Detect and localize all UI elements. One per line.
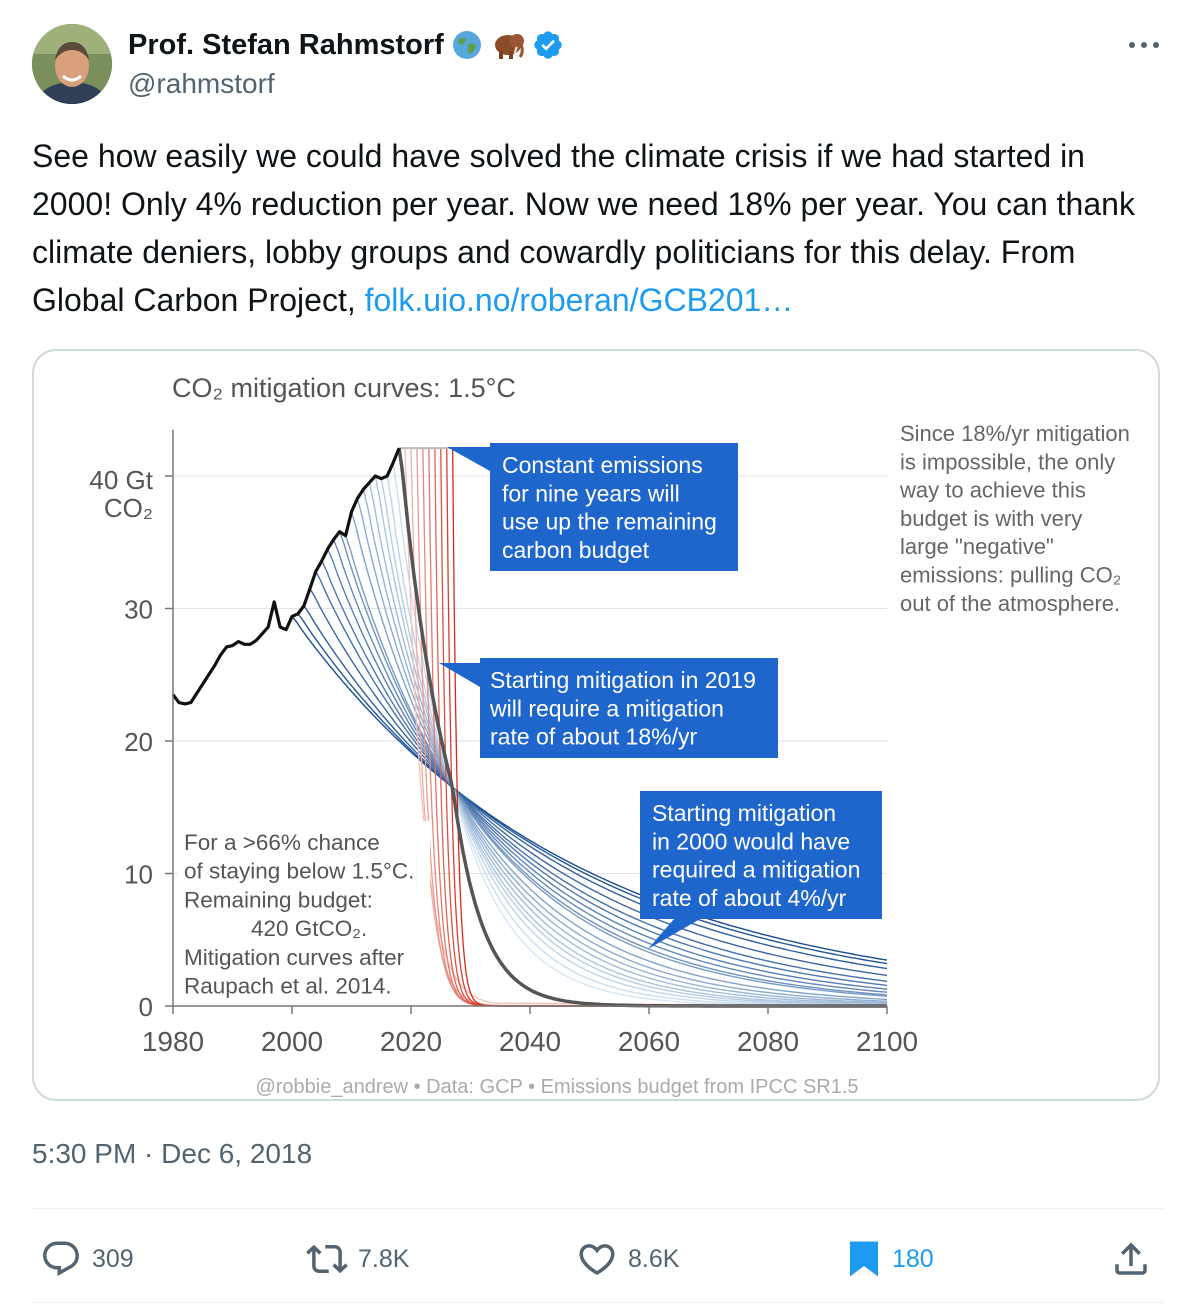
bookmark-icon — [850, 1241, 878, 1277]
budget-note-text: 420 GtCO₂. — [251, 916, 367, 941]
side-note-text: is impossible, the only — [900, 449, 1115, 474]
annotation-constant-emissions-text: for nine years will — [502, 480, 680, 506]
budget-note-bg — [178, 821, 430, 1001]
chart-footer: @robbie_andrew • Data: GCP • Emissions b… — [255, 1076, 858, 1098]
fast-mitigation-curve — [399, 447, 888, 1007]
annotation-start-2000-box — [640, 791, 882, 919]
author-handle[interactable]: @rahmstorf — [128, 68, 275, 99]
side-note-text: large "negative" — [900, 534, 1054, 559]
annotation-start-2000-text: required a mitigation — [652, 857, 860, 883]
author-name[interactable]: Prof. Stefan Rahmstorf — [128, 28, 444, 61]
bookmark-count: 180 — [892, 1244, 934, 1273]
x-tick-label: 2000 — [261, 1026, 323, 1057]
divider-bottom — [32, 1302, 1164, 1303]
like-button[interactable]: 8.6K — [576, 1234, 679, 1284]
budget-note-text: Raupach et al. 2014. — [184, 974, 392, 999]
y-tick-label: 10 — [124, 860, 153, 890]
fast-mitigation-curve — [399, 447, 888, 1007]
repost-icon — [306, 1244, 348, 1274]
mitigation-curve-2016 — [386, 475, 887, 1007]
annotation-start-2000-text: Starting mitigation — [652, 800, 836, 826]
annotation-start-2019-text: Starting mitigation in 2019 — [490, 667, 756, 693]
budget-note-text: Remaining budget: — [184, 887, 373, 912]
side-note-text: budget is with very — [900, 506, 1082, 531]
mammoth-icon — [490, 30, 526, 60]
more-options-button[interactable] — [1124, 30, 1164, 60]
avatar[interactable] — [32, 24, 112, 104]
budget-note-text: For a >66% chance — [184, 830, 380, 855]
historical-emissions-line — [171, 447, 401, 706]
x-tick-label: 1980 — [142, 1026, 204, 1057]
reply-button[interactable]: 309 — [40, 1234, 134, 1284]
x-tick-label: 2060 — [618, 1026, 680, 1057]
y-tick-label: 20 — [124, 727, 153, 757]
like-count: 8.6K — [628, 1244, 680, 1273]
mitigation-curve-2003 — [309, 588, 888, 977]
chart-title: CO₂ mitigation curves: 1.5°C — [172, 373, 516, 403]
y-tick-label: 0 — [139, 992, 153, 1022]
annotation-start-2000-pointer — [648, 919, 700, 949]
side-note-text: Since 18%/yr mitigation — [900, 421, 1130, 446]
annotation-start-2019-pointer — [439, 663, 480, 687]
annotation-start-2000-text: rate of about 4%/yr — [652, 885, 847, 911]
tweet-link[interactable]: folk.uio.no/roberan/GCB201… — [364, 282, 794, 318]
x-tick-label: 2080 — [737, 1026, 799, 1057]
mitigation-curve-2005 — [321, 560, 888, 987]
x-tick-label: 2040 — [499, 1026, 561, 1057]
reply-icon — [43, 1241, 79, 1276]
verified-badge-icon — [532, 29, 564, 61]
repost-count: 7.8K — [358, 1244, 410, 1273]
mitigation-curve-2009 — [344, 535, 888, 997]
tweet-timestamp[interactable]: 5:30 PM · Dec 6, 2018 — [32, 1138, 313, 1169]
annotation-start-2000-text: in 2000 would have — [652, 828, 850, 854]
reply-count: 309 — [92, 1244, 134, 1273]
more-dots-icon — [1129, 42, 1159, 48]
annotation-constant-emissions-box — [490, 443, 738, 571]
annotation-constant-emissions-text: Constant emissions — [502, 452, 703, 478]
globe-icon — [452, 30, 482, 60]
mitigation-chart: 0 10 20 30 40 GtCO₂ 1980 2000 2020 2040 2060 2080 2… — [89, 373, 1130, 1098]
mitigation-curve-2000 — [291, 616, 888, 961]
y-unit-label: CO₂ — [104, 493, 153, 523]
annotation-start-2019-box — [480, 658, 778, 758]
mitigation-curve-2007 — [332, 539, 888, 993]
annotation-constant-emissions-pointer — [447, 447, 490, 471]
budget-note-text: Mitigation curves after — [184, 945, 405, 970]
y-unit-label: 40 Gt — [89, 465, 153, 495]
side-note-text: out of the atmosphere. — [900, 591, 1120, 616]
annotation-start-2019-text: will require a mitigation — [489, 695, 724, 721]
tweet-body: See how easily we could have solved the … — [32, 138, 1135, 318]
share-button[interactable] — [1110, 1234, 1162, 1284]
annotation-constant-emissions-text: carbon budget — [502, 537, 650, 563]
x-tick-label: 2100 — [856, 1026, 918, 1057]
mitigation-curve-2008 — [338, 531, 888, 996]
budget-note-text: of staying below 1.5°C. — [184, 859, 414, 884]
author-name-row: Prof. Stefan Rahmstorf — [128, 28, 564, 62]
tweet-text: See how easily we could have solved the … — [32, 132, 1172, 324]
mitigation-curve-2002 — [303, 605, 888, 970]
repost-button[interactable]: 7.8K — [306, 1234, 409, 1284]
bookmark-button[interactable]: 180 — [846, 1234, 934, 1284]
tweet-media-chart[interactable]: 0 10 20 30 40 Gt CO₂ 1980 2000 2020 2040 2060 2080 2… — [32, 349, 1160, 1101]
mitigation-curve-2015 — [380, 478, 888, 1006]
annotation-start-2019-text: rate of about 18%/yr — [490, 724, 697, 750]
mitigation-curve-2001 — [297, 613, 888, 965]
mitigation-curve-2004 — [315, 571, 888, 982]
heart-icon — [579, 1244, 615, 1276]
y-tick-label: 30 — [124, 595, 153, 625]
side-note-text: way to achieve this — [899, 478, 1086, 503]
side-note-text: emissions: pulling CO₂ — [900, 563, 1121, 588]
divider-top — [32, 1208, 1164, 1209]
x-tick-label: 2020 — [380, 1026, 442, 1057]
share-icon — [1115, 1242, 1147, 1275]
annotation-constant-emissions-text: use up the remaining — [502, 509, 717, 535]
